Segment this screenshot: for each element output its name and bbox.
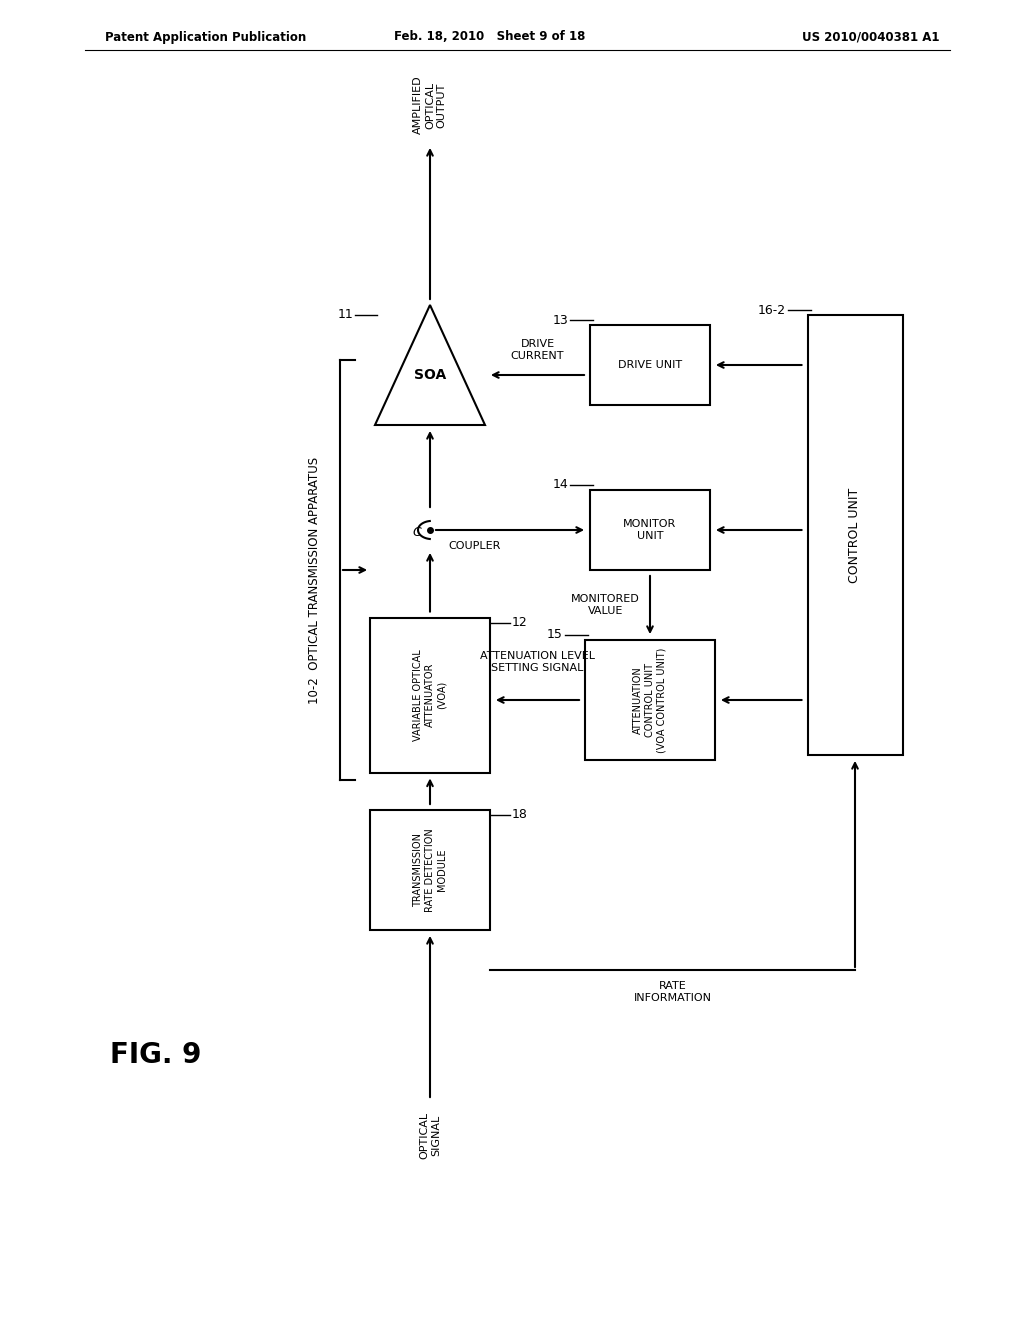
Text: DRIVE UNIT: DRIVE UNIT xyxy=(617,360,682,370)
Bar xyxy=(590,325,710,405)
Bar xyxy=(585,640,715,760)
Text: 10-2  OPTICAL TRANSMISSION APPARATUS: 10-2 OPTICAL TRANSMISSION APPARATUS xyxy=(308,457,322,704)
Text: Feb. 18, 2010   Sheet 9 of 18: Feb. 18, 2010 Sheet 9 of 18 xyxy=(394,30,586,44)
Bar xyxy=(370,618,490,772)
Text: MONITORED
VALUE: MONITORED VALUE xyxy=(571,594,640,616)
Text: COUPLER: COUPLER xyxy=(449,541,501,550)
Text: RATE
INFORMATION: RATE INFORMATION xyxy=(634,981,712,1003)
Text: 18: 18 xyxy=(512,808,528,821)
Text: MONITOR
UNIT: MONITOR UNIT xyxy=(624,519,677,541)
Text: AMPLIFIED
OPTICAL
OUTPUT: AMPLIFIED OPTICAL OUTPUT xyxy=(414,75,446,135)
Bar xyxy=(808,315,902,755)
Text: ATTENUATION
CONTROL UNIT
(VOA CONTROL UNIT): ATTENUATION CONTROL UNIT (VOA CONTROL UN… xyxy=(634,647,667,752)
Text: FIG. 9: FIG. 9 xyxy=(110,1041,202,1069)
Text: C: C xyxy=(412,525,421,539)
Text: 12: 12 xyxy=(512,616,527,630)
Polygon shape xyxy=(375,305,485,425)
Bar xyxy=(370,810,490,931)
Text: ATTENUATION LEVEL
SETTING SIGNAL: ATTENUATION LEVEL SETTING SIGNAL xyxy=(480,651,595,673)
Text: 14: 14 xyxy=(552,479,568,491)
Text: CONTROL UNIT: CONTROL UNIT xyxy=(849,487,861,582)
Text: SOA: SOA xyxy=(414,368,446,381)
Text: US 2010/0040381 A1: US 2010/0040381 A1 xyxy=(803,30,940,44)
Text: Patent Application Publication: Patent Application Publication xyxy=(105,30,306,44)
Text: 11: 11 xyxy=(337,309,353,322)
Text: 15: 15 xyxy=(547,628,563,642)
Text: TRANSMISSION
RATE DETECTION
MODULE: TRANSMISSION RATE DETECTION MODULE xyxy=(414,828,446,912)
Text: 13: 13 xyxy=(552,314,568,326)
Text: 16-2: 16-2 xyxy=(758,304,785,317)
Text: OPTICAL
SIGNAL: OPTICAL SIGNAL xyxy=(419,1111,440,1159)
Text: VARIABLE OPTICAL
ATTENUATOR
(VOA): VARIABLE OPTICAL ATTENUATOR (VOA) xyxy=(414,649,446,741)
Bar xyxy=(590,490,710,570)
Text: DRIVE
CURRENT: DRIVE CURRENT xyxy=(511,339,564,360)
